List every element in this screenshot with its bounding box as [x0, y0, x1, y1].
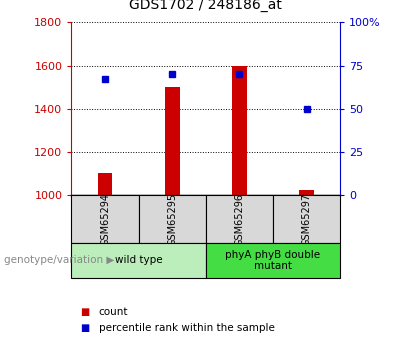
Bar — [97, 173, 113, 195]
Text: ■: ■ — [80, 324, 89, 333]
Bar — [206, 195, 273, 243]
Text: count: count — [99, 307, 128, 317]
Bar — [299, 189, 314, 195]
Bar — [232, 66, 247, 195]
Bar — [71, 243, 206, 278]
Bar — [71, 195, 139, 243]
Text: GSM65295: GSM65295 — [167, 193, 177, 246]
Text: GDS1702 / 248186_at: GDS1702 / 248186_at — [129, 0, 282, 12]
Bar — [139, 195, 206, 243]
Text: percentile rank within the sample: percentile rank within the sample — [99, 324, 275, 333]
Bar — [165, 87, 180, 195]
Text: GSM65297: GSM65297 — [302, 193, 312, 246]
Text: phyA phyB double
mutant: phyA phyB double mutant — [226, 250, 320, 271]
Text: ■: ■ — [80, 307, 89, 317]
Bar — [273, 195, 340, 243]
Text: GSM65294: GSM65294 — [100, 193, 110, 246]
Text: GSM65296: GSM65296 — [234, 193, 244, 246]
Text: wild type: wild type — [115, 256, 163, 265]
Text: genotype/variation ▶: genotype/variation ▶ — [4, 256, 115, 265]
Bar — [206, 243, 340, 278]
